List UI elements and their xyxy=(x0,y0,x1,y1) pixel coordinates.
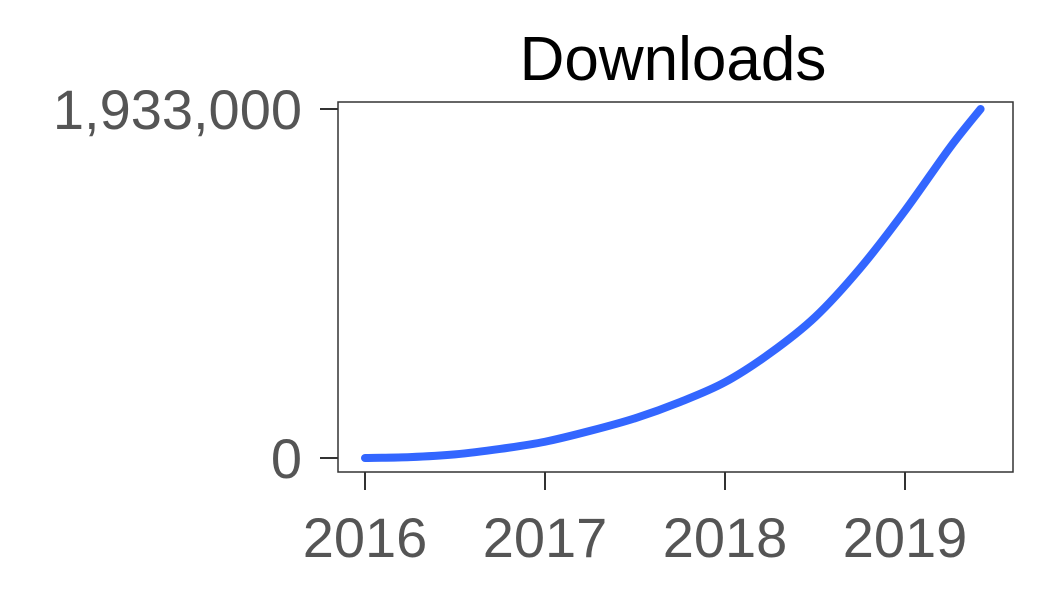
x-tick-label: 2019 xyxy=(843,506,968,569)
y-axis: 0 1,933,000 xyxy=(53,78,338,490)
plot-frame xyxy=(337,101,1014,473)
x-tick-label: 2016 xyxy=(303,506,428,569)
x-tick-label: 2018 xyxy=(663,506,788,569)
x-axis: 2016 2017 2018 2019 xyxy=(303,472,968,569)
x-tick-label: 2017 xyxy=(483,506,608,569)
chart-title: Downloads xyxy=(520,25,827,94)
y-tick-label: 0 xyxy=(271,427,302,490)
y-tick-label: 1,933,000 xyxy=(53,78,302,141)
downloads-line xyxy=(361,105,985,462)
series-layer xyxy=(361,105,985,462)
